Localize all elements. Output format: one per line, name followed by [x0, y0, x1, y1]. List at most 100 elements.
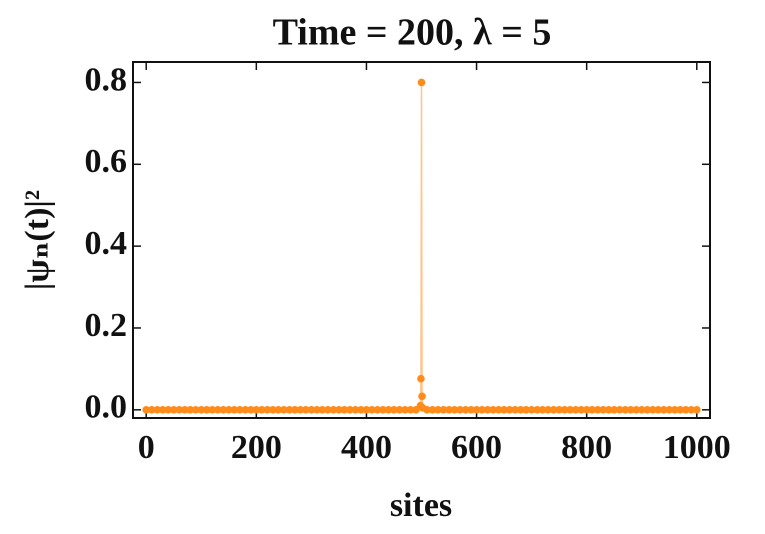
data-point: [318, 406, 327, 414]
data-point: [489, 406, 497, 414]
data-point: [500, 406, 508, 414]
data-point: [180, 406, 189, 414]
data-point: [560, 406, 569, 414]
x-tick-label: 800: [561, 429, 612, 466]
data-point: [604, 406, 613, 414]
data-point: [533, 406, 541, 414]
data-point: [582, 406, 591, 414]
data-point: [274, 406, 283, 414]
data-point: [654, 406, 663, 414]
data-point: [417, 78, 426, 87]
data-point: [566, 406, 574, 414]
data-point: [230, 406, 239, 414]
data-point: [511, 406, 519, 414]
data-point: [346, 406, 354, 414]
y-tick-label: 0.0: [85, 389, 128, 426]
data-point: [450, 406, 459, 414]
data-point: [549, 406, 558, 414]
data-point: [643, 406, 652, 414]
data-point: [224, 406, 233, 414]
data-point: [252, 406, 261, 414]
data-point: [637, 406, 646, 414]
data-point: [483, 406, 492, 414]
data-point: [379, 406, 387, 414]
data-point: [588, 406, 596, 414]
y-tick-label: 0.2: [85, 307, 128, 344]
data-point: [202, 406, 211, 414]
x-axis-label: sites: [390, 487, 452, 524]
data-point: [472, 406, 481, 414]
data-point: [615, 406, 624, 414]
data-point: [208, 406, 217, 414]
data-point: [516, 406, 525, 414]
data-point: [527, 406, 536, 414]
data-point: [555, 406, 563, 414]
data-point: [478, 406, 486, 414]
data-point: [164, 406, 173, 414]
data-point: [676, 406, 685, 414]
data-point: [681, 406, 690, 414]
data-point: [373, 406, 382, 414]
data-point: [692, 406, 701, 414]
data-point: [313, 406, 321, 414]
data-point: [423, 406, 431, 414]
data-point: [357, 406, 365, 414]
series-line: [146, 82, 697, 411]
data-point: [368, 406, 376, 414]
data-point: [175, 406, 184, 414]
data-point: [213, 406, 222, 414]
data-point: [626, 406, 635, 414]
data-point: [665, 406, 674, 414]
data-point: [610, 406, 619, 414]
data-point: [351, 406, 360, 414]
data-point: [191, 406, 200, 414]
data-point: [219, 406, 228, 414]
data-point: [522, 406, 530, 414]
data-point: [329, 406, 338, 414]
x-tick-label: 600: [451, 429, 502, 466]
data-point: [417, 374, 425, 383]
data-point: [571, 406, 580, 414]
data-point: [258, 406, 266, 414]
data-point: [494, 406, 503, 414]
data-point: [291, 406, 299, 414]
data-point: [142, 406, 151, 414]
data-point: [467, 406, 475, 414]
y-tick-label: 0.4: [85, 225, 128, 262]
data-point: [335, 406, 343, 414]
data-point: [428, 406, 437, 414]
y-tick-label: 0.6: [85, 143, 128, 180]
data-point: [659, 406, 668, 414]
data-point: [445, 406, 453, 414]
data-point: [269, 406, 277, 414]
data-point: [186, 406, 195, 414]
data-point: [544, 406, 552, 414]
data-point: [384, 406, 393, 414]
data-point: [153, 406, 162, 414]
data-point: [263, 406, 272, 414]
data-point: [505, 406, 514, 414]
data-point: [401, 406, 409, 414]
data-point: [307, 406, 316, 414]
data-point: [632, 406, 641, 414]
data-point: [324, 406, 332, 414]
data-point: [158, 406, 167, 414]
data-point: [280, 406, 288, 414]
data-point: [577, 406, 585, 414]
data-point: [538, 406, 547, 414]
data-point: [247, 406, 255, 414]
y-tick-label: 0.8: [85, 61, 128, 98]
data-point: [302, 406, 310, 414]
data-point: [670, 406, 679, 414]
data-point: [418, 392, 426, 401]
x-tick-label: 400: [341, 429, 392, 466]
data-point: [687, 406, 696, 414]
data-point: [390, 406, 398, 414]
data-point: [434, 406, 442, 414]
chart-title: Time = 200, λ = 5: [273, 12, 552, 54]
x-tick-label: 200: [231, 429, 282, 466]
data-point: [461, 406, 470, 414]
data-point: [395, 406, 404, 414]
y-axis-label: |ψₙ(t)|²: [19, 190, 56, 290]
